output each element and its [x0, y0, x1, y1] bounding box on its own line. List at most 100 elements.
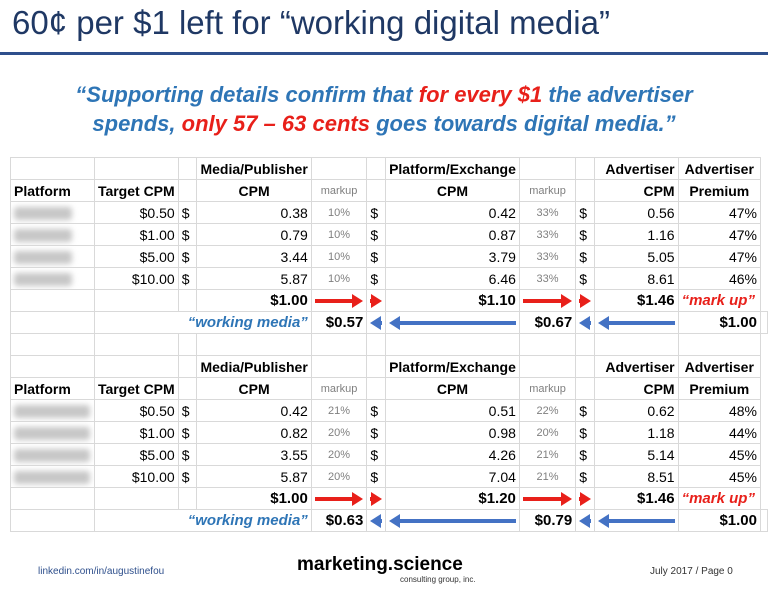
- markup-cell: 33%: [518, 201, 577, 224]
- currency-cell: $: [366, 267, 387, 290]
- markup-cell: 33%: [518, 267, 577, 290]
- arrow-cell: [575, 487, 595, 510]
- advertiser-cpm-cell: 1.16: [593, 223, 679, 246]
- table-cell: [10, 333, 95, 356]
- currency-cell: $: [177, 421, 198, 444]
- table-row: $10.00 $5.87 20% $7.04 21% $8.51 45%: [10, 465, 768, 488]
- header-cell: [10, 355, 95, 378]
- arrow-right-icon: [314, 491, 364, 506]
- summary-advertiser: $1.46: [593, 289, 679, 312]
- table-cell: [677, 333, 762, 356]
- header-cell: [93, 157, 179, 180]
- quote-text: spends,: [92, 111, 182, 136]
- table-cell: [10, 311, 95, 334]
- markup-cell: 10%: [310, 245, 368, 268]
- redacted-platform-name: [14, 207, 72, 221]
- header-cell: [177, 355, 198, 378]
- premium-cell: 46%: [677, 267, 762, 290]
- header-platform-cpm: CPM: [385, 377, 520, 400]
- table-cell: [177, 333, 198, 356]
- table-cell: [93, 333, 179, 356]
- table-cell: [575, 333, 595, 356]
- table-row: $0.50 $0.42 21% $0.51 22% $0.62 48%: [10, 399, 768, 422]
- platform-cpm-cell: 0.87: [385, 223, 520, 246]
- platform-cell: [10, 223, 95, 246]
- currency-cell: $: [177, 223, 198, 246]
- header-cell: [366, 355, 387, 378]
- working-media-label: “working media”: [93, 509, 312, 532]
- platform-cell: [10, 443, 95, 466]
- currency-cell: $: [366, 399, 387, 422]
- markup-cell: 33%: [518, 245, 577, 268]
- arrow-right-icon: [314, 293, 364, 308]
- currency-cell: $: [177, 465, 198, 488]
- header-markup: markup: [518, 377, 577, 400]
- arrow-cell: [366, 487, 387, 510]
- table-cell: [10, 487, 95, 510]
- arrow-left-icon: [370, 315, 383, 330]
- table-row: $1.00 $0.79 10% $0.87 33% $1.16 47%: [10, 223, 768, 246]
- header-media-publisher: Media/Publisher: [196, 157, 312, 180]
- media-cpm-cell: 0.82: [196, 421, 312, 444]
- summary-row-working-media: “working media” $0.57 $0.67 $1.00: [10, 311, 768, 334]
- currency-cell: $: [177, 245, 198, 268]
- header-cell: [10, 157, 95, 180]
- target-cpm-cell: $1.00: [93, 421, 179, 444]
- markup-cell: 20%: [310, 421, 368, 444]
- advertiser-cpm-cell: 0.62: [593, 399, 679, 422]
- header-cell: [575, 179, 595, 202]
- quote-line-2: spends, only 57 – 63 cents goes towards …: [0, 109, 768, 138]
- markup-cell: 10%: [310, 201, 368, 224]
- markup-cell: 20%: [310, 443, 368, 466]
- table-cell: [10, 289, 95, 312]
- table-row: $5.00 $3.55 20% $4.26 21% $5.14 45%: [10, 443, 768, 466]
- arrow-cell: [575, 509, 595, 532]
- header-cell: [177, 179, 198, 202]
- arrow-cell: [385, 311, 520, 334]
- linkedin-link[interactable]: linkedin.com/in/augustinefou: [38, 566, 165, 577]
- platform-cell: [10, 421, 95, 444]
- media-cpm-cell: 0.38: [196, 201, 312, 224]
- redacted-platform-name: [14, 427, 90, 441]
- table-cell: [177, 289, 198, 312]
- markup-annotation: “mark up”: [677, 289, 762, 312]
- platform-cell: [10, 245, 95, 268]
- header-platform-exchange: Platform/Exchange: [385, 157, 520, 180]
- markup-cell: 10%: [310, 223, 368, 246]
- arrow-cell: [593, 311, 679, 334]
- currency-cell: $: [366, 421, 387, 444]
- header-premium: Premium: [677, 179, 762, 202]
- arrow-cell: [366, 289, 387, 312]
- header-cell: [177, 377, 198, 400]
- header-target-cpm: Target CPM: [93, 179, 179, 202]
- arrow-cell: [593, 509, 679, 532]
- platform-cell: [10, 267, 95, 290]
- currency-cell: $: [366, 245, 387, 268]
- target-cpm-cell: $5.00: [93, 245, 179, 268]
- media-cpm-cell: 0.79: [196, 223, 312, 246]
- summary-advertiser: $1.46: [593, 487, 679, 510]
- arrow-cell: [518, 487, 577, 510]
- redacted-platform-name: [14, 471, 90, 485]
- target-cpm-cell: $1.00: [93, 223, 179, 246]
- header-advertiser-premium: Advertiser: [677, 157, 762, 180]
- summary-platform: $0.79: [518, 509, 577, 532]
- table-cell: [385, 333, 520, 356]
- redacted-platform-name: [14, 273, 72, 287]
- slide-title: 60¢ per $1 left for “working digital med…: [12, 4, 610, 41]
- currency-cell: $: [575, 421, 595, 444]
- arrow-right-icon: [579, 491, 591, 506]
- arrow-cell: [575, 289, 595, 312]
- platform-cpm-cell: 0.42: [385, 201, 520, 224]
- summary-platform: $1.10: [385, 289, 520, 312]
- currency-cell: $: [366, 443, 387, 466]
- media-cpm-cell: 3.44: [196, 245, 312, 268]
- markup-cell: 21%: [518, 465, 577, 488]
- platform-cpm-cell: 6.46: [385, 267, 520, 290]
- currency-cell: $: [575, 399, 595, 422]
- premium-cell: 45%: [677, 465, 762, 488]
- table-cell: [366, 333, 387, 356]
- arrow-cell: [366, 311, 387, 334]
- advertiser-cpm-cell: 0.56: [593, 201, 679, 224]
- quote-text: the advertiser: [542, 82, 693, 107]
